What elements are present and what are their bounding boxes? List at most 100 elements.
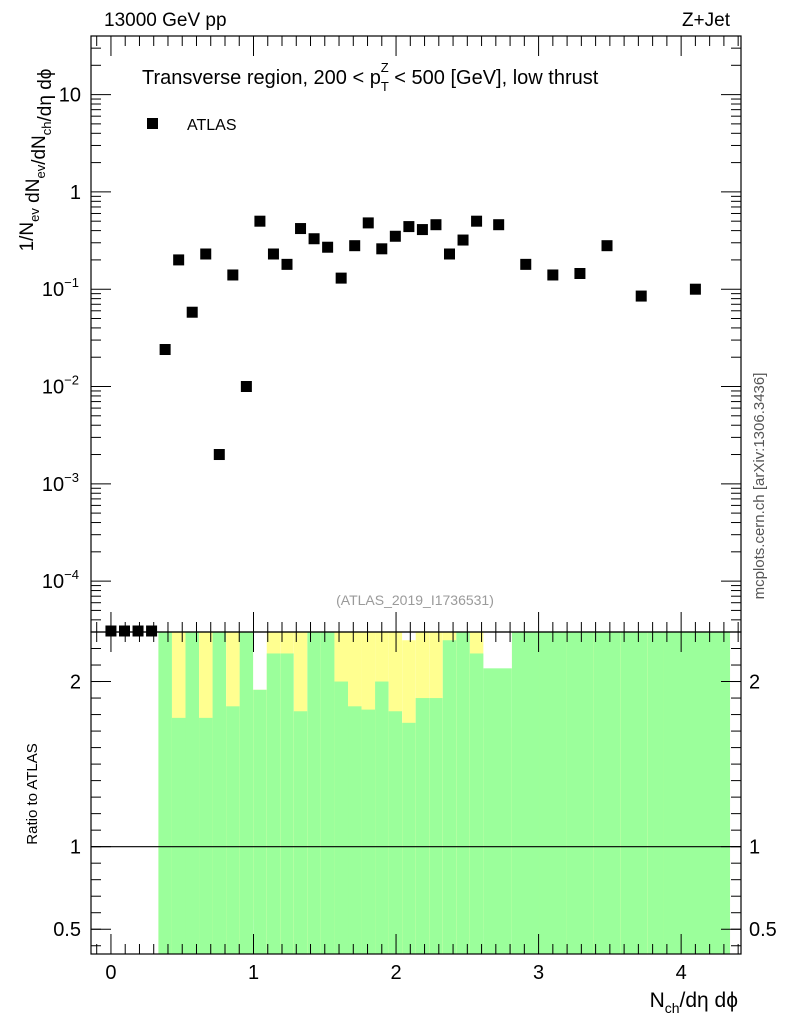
main-y-tick-label: 10−1: [42, 275, 79, 301]
x-axis-label: Nch/dη dϕ: [650, 989, 738, 1016]
data-point: [227, 269, 239, 281]
header-left: 13000 GeV pp: [104, 10, 227, 31]
ratio-band-green: [647, 632, 664, 954]
ratio-band-green: [388, 711, 403, 954]
data-point: [376, 243, 388, 255]
data-point: [471, 215, 483, 227]
data-point: [601, 240, 613, 252]
data-point: [520, 258, 532, 270]
ratio-band-green: [620, 632, 648, 954]
main-y-ticks: 10 1 10−1 10−2 10−3 10−4: [42, 35, 741, 633]
x-label-sub: ch: [665, 1000, 680, 1016]
x-tick-label: 0: [105, 962, 116, 984]
data-point: [689, 283, 701, 295]
ratio-band-green: [293, 711, 308, 954]
ratio-band-green: [334, 681, 349, 954]
data-point: [254, 215, 266, 227]
data-point: [308, 233, 320, 245]
ratio-y-tick-label-right: 2: [749, 672, 760, 694]
header-right: Z+Jet: [682, 10, 731, 31]
x-ticks: 0 1 2 3 4: [96, 36, 739, 984]
ratio-band-green: [483, 668, 512, 954]
ratio-y-tick-label: 2: [70, 672, 81, 694]
ratio-y-tick-label: 1: [70, 837, 81, 859]
ratio-band-green: [199, 717, 213, 954]
plot-title: Transverse region, 200 < pTZ < 500 [GeV]…: [142, 60, 599, 94]
ratio-band-green: [185, 632, 200, 954]
data-point: [349, 240, 361, 252]
data-point: [457, 234, 469, 246]
data-point: [335, 272, 347, 284]
ratio-band-green: [469, 653, 484, 954]
data-point: [443, 248, 455, 260]
main-y-tick-label: 10: [59, 85, 81, 107]
ratio-band-green: [663, 632, 731, 954]
ratio-band-green: [226, 706, 240, 954]
main-y-tick-label: 10−3: [42, 470, 79, 496]
ratio-band-green: [415, 698, 430, 954]
data-point: [186, 306, 198, 318]
ratio-plot-frame: [90, 631, 742, 955]
ratio-band-green: [253, 689, 267, 954]
ratio-band-green: [266, 653, 281, 954]
ratio-band-green: [307, 632, 321, 954]
data-point: [281, 258, 293, 270]
data-point: [267, 248, 279, 260]
ratio-band-green: [348, 706, 362, 954]
legend-marker-square: [147, 118, 158, 129]
data-point: [105, 625, 117, 637]
x-label-pre: N: [650, 989, 665, 1012]
data-point: [132, 625, 144, 637]
ratio-band-green: [361, 709, 376, 954]
main-y-axis-label: 1/Nev dNev/dNch/dη dϕ: [17, 69, 56, 252]
ratio-y-tick-label: 0.5: [53, 919, 81, 941]
ratio-band-green: [320, 632, 335, 954]
main-y-tick-label: 10−4: [42, 567, 79, 593]
data-point: [416, 224, 428, 236]
ratio-band-green: [212, 632, 227, 954]
ratio-y-axis-label: Ratio to ATLAS: [24, 743, 41, 844]
ratio-band-green: [429, 698, 443, 954]
data-point: [146, 625, 158, 637]
data-point: [240, 381, 252, 393]
x-label-post: /dη dϕ: [680, 989, 738, 1012]
title-prefix: Transverse region, 200 < p: [142, 67, 381, 89]
ratio-band-green: [375, 681, 389, 954]
ratio-y-tick-label-right: 1: [749, 837, 760, 859]
ratio-band-green: [442, 640, 457, 954]
ratio-band-green: [239, 632, 254, 954]
data-point: [403, 221, 415, 233]
ratio-y-ticks: 2 2 1 1 0.5 0.5: [53, 648, 777, 947]
data-point: [295, 223, 307, 235]
data-point: [547, 269, 559, 281]
title-sup: Z: [381, 60, 389, 75]
data-point: [118, 625, 130, 637]
ratio-band-green: [171, 717, 186, 954]
ratio-band-green: [511, 632, 540, 954]
legend-label: ATLAS: [187, 117, 237, 134]
ratio-band-green: [593, 632, 621, 954]
side-label: mcplots.cern.ch [arXiv:1306.3436]: [751, 373, 768, 600]
ratio-band-green: [402, 722, 416, 954]
data-point: [159, 344, 171, 356]
data-markers: [105, 215, 701, 637]
data-point: [635, 290, 647, 302]
x-tick-label: 2: [390, 962, 401, 984]
data-point: [200, 248, 212, 260]
x-tick-label: 4: [676, 962, 687, 984]
x-tick-label: 1: [248, 962, 259, 984]
data-point: [389, 230, 401, 242]
ratio-band-green: [539, 632, 567, 954]
data-point: [362, 217, 374, 229]
data-point: [213, 449, 225, 461]
data-point: [493, 219, 505, 231]
data-point: [574, 267, 586, 279]
ratio-band-green: [158, 632, 172, 954]
data-point: [430, 219, 442, 231]
ratio-band-green: [456, 632, 470, 954]
title-sub: T: [381, 79, 389, 94]
x-tick-label: 3: [533, 962, 544, 984]
ratio-band-green: [280, 653, 294, 954]
data-point: [322, 241, 334, 253]
